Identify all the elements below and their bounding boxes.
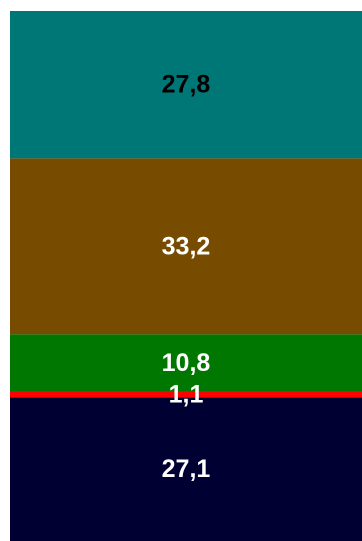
bar-segment — [10, 397, 362, 541]
bar-segment — [10, 11, 362, 159]
data-label: 33,2 — [162, 232, 211, 260]
bar-segment — [10, 391, 362, 398]
bar-segment — [10, 158, 362, 335]
data-label: 27,1 — [162, 455, 211, 483]
data-label: 10,8 — [162, 349, 211, 377]
data-label: 1,1 — [169, 380, 204, 408]
bar-segments — [10, 11, 362, 541]
data-label: 27,8 — [162, 71, 211, 99]
bar-segment — [10, 334, 362, 392]
data-labels: 27,1 1,1 10,8 33,2 27,8 — [162, 71, 211, 484]
